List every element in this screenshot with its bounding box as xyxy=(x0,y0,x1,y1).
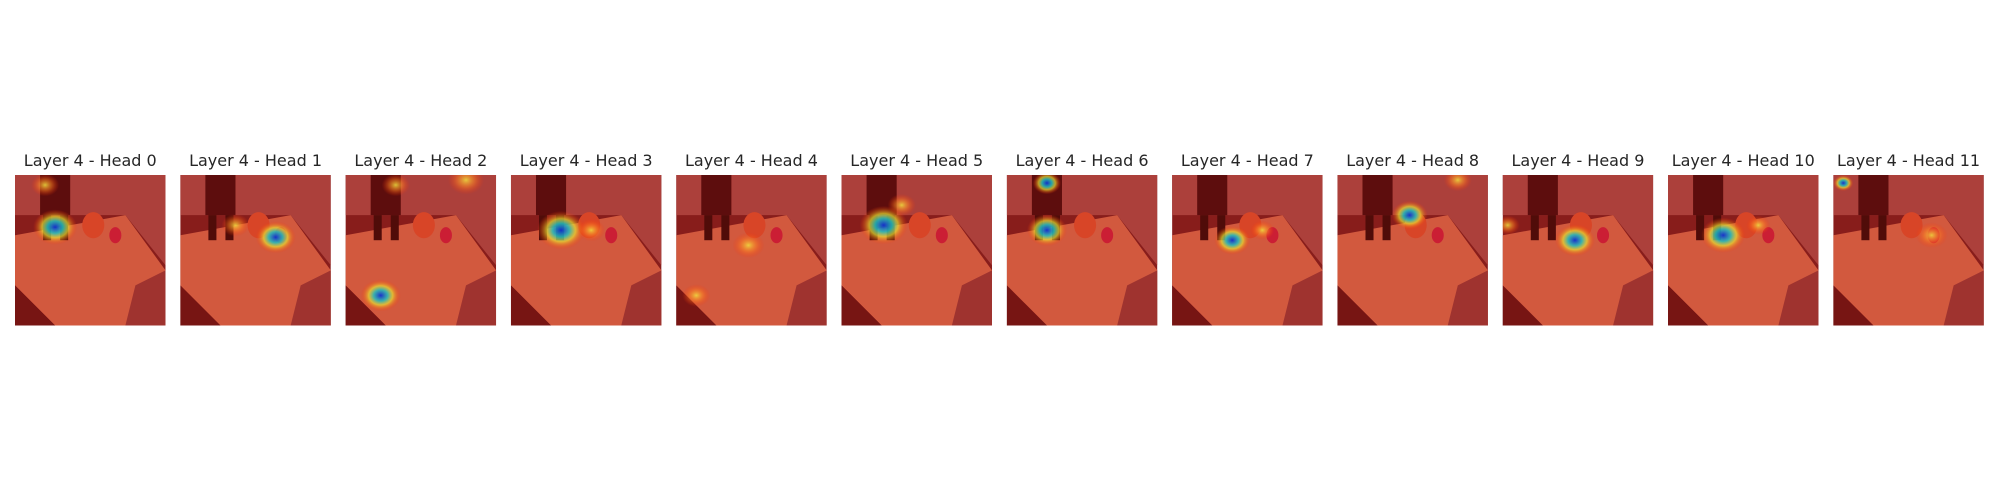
panel: Layer 4 - Head 4 xyxy=(676,151,827,326)
heat-blob xyxy=(31,175,60,197)
attention-image xyxy=(1007,175,1158,326)
heat-blob xyxy=(1746,215,1771,235)
scene xyxy=(1337,175,1488,326)
attention-image xyxy=(842,175,993,326)
panel-title: Layer 4 - Head 11 xyxy=(1837,151,1980,170)
scene xyxy=(1833,175,1984,326)
heat-blob xyxy=(1032,175,1061,195)
heat-blob xyxy=(33,209,78,245)
panel: Layer 4 - Head 11 xyxy=(1833,151,1984,326)
heat-blob xyxy=(1443,175,1472,192)
scene xyxy=(511,175,662,326)
heat-blob xyxy=(447,175,485,195)
attention-image xyxy=(1502,175,1654,326)
panel-title: Layer 4 - Head 8 xyxy=(1346,151,1479,170)
panel: Layer 4 - Head 2 xyxy=(346,151,497,326)
heat-blob xyxy=(1214,225,1251,255)
panel-title: Layer 4 - Head 1 xyxy=(189,151,322,170)
attention-image xyxy=(1668,175,1819,326)
heat-blob xyxy=(1502,215,1520,235)
attention-image xyxy=(1337,175,1488,326)
panel-title: Layer 4 - Head 4 xyxy=(685,151,818,170)
attention-image xyxy=(511,175,662,326)
panel: Layer 4 - Head 3 xyxy=(511,151,662,326)
heat-blob xyxy=(536,210,586,250)
panel-title: Layer 4 - Head 6 xyxy=(1016,151,1149,170)
scene xyxy=(180,175,330,326)
panel-title: Layer 4 - Head 3 xyxy=(520,151,653,170)
attention-image xyxy=(346,175,497,326)
scene xyxy=(15,175,166,326)
attention-image xyxy=(1833,175,1984,326)
panel: Layer 4 - Head 9 xyxy=(1502,151,1654,326)
heat-blob xyxy=(255,221,296,254)
attention-image xyxy=(15,175,166,326)
panel: Layer 4 - Head 7 xyxy=(1172,151,1323,326)
attention-image xyxy=(180,175,330,326)
scene xyxy=(842,175,993,326)
panel-title: Layer 4 - Head 10 xyxy=(1672,151,1815,170)
panel-title: Layer 4 - Head 0 xyxy=(24,151,157,170)
heat-blob xyxy=(1391,200,1428,230)
scene xyxy=(1172,175,1323,326)
panel: Layer 4 - Head 0 xyxy=(15,151,166,326)
heat-blob xyxy=(360,279,401,312)
heat-blob xyxy=(1915,222,1948,249)
panel: Layer 4 - Head 8 xyxy=(1337,151,1488,326)
panel-grid: Layer 4 - Head 0 Layer 4 - Head 1 Layer 4 … xyxy=(15,151,1984,326)
heat-blob xyxy=(887,193,916,217)
heat-blob xyxy=(732,232,765,259)
panel-title: Layer 4 - Head 9 xyxy=(1511,151,1644,170)
heat-blob xyxy=(1701,217,1746,253)
heat-blob xyxy=(381,175,410,197)
heat-blob xyxy=(221,213,250,237)
panel: Layer 4 - Head 1 xyxy=(180,151,330,326)
heat-blob xyxy=(1554,224,1596,257)
heat-blob xyxy=(859,205,908,245)
panel-title: Layer 4 - Head 5 xyxy=(850,151,983,170)
scene xyxy=(1007,175,1158,326)
panel: Layer 4 - Head 10 xyxy=(1668,151,1819,326)
panel: Layer 4 - Head 5 xyxy=(842,151,993,326)
panel-title: Layer 4 - Head 7 xyxy=(1181,151,1314,170)
heat-blob xyxy=(577,218,606,242)
attention-image xyxy=(1172,175,1323,326)
heat-blob xyxy=(1026,214,1067,247)
panel-title: Layer 4 - Head 2 xyxy=(354,151,487,170)
scene xyxy=(1668,175,1819,326)
heat-blob xyxy=(1833,175,1854,192)
panel: Layer 4 - Head 6 xyxy=(1007,151,1158,326)
heat-blob xyxy=(1250,220,1275,240)
heat-blob xyxy=(682,284,711,307)
attention-image xyxy=(676,175,827,326)
